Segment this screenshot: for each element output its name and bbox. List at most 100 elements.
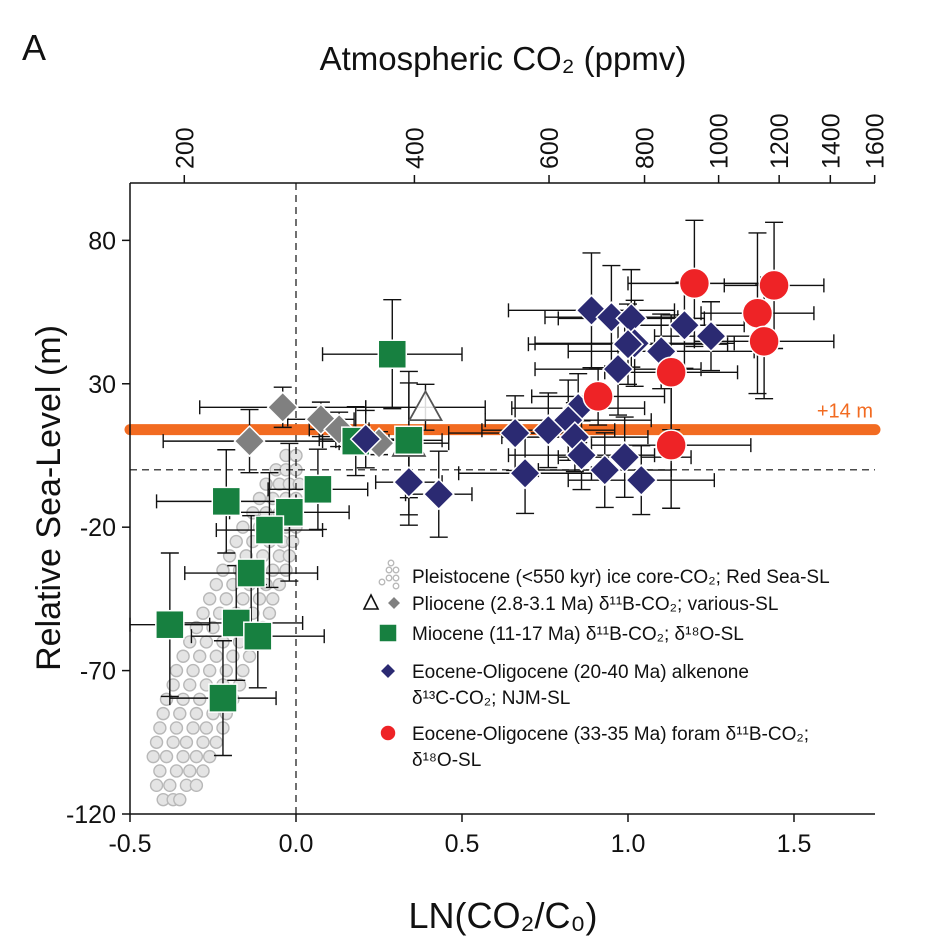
legend: Pleistocene (<550 kyr) ice core-CO₂; Red… [362,559,830,771]
y-tick-label: -70 [80,658,116,686]
pleistocene-point [259,477,273,491]
legend-label: δ¹⁸O-SL [412,750,481,771]
eocene-foram-point [582,380,614,413]
pleistocene-point [219,592,233,606]
pleistocene-point [153,721,167,735]
eocene-alkenone-point [615,302,648,335]
miocene-point [208,683,238,713]
eocene-alkenone-point [499,417,532,450]
miocene-point [254,515,285,545]
pleistocene-point [189,778,204,793]
top-tick-label: 200 [171,127,199,169]
legend-marker-pleistocene [392,566,400,574]
eocene-foram-point [758,269,790,302]
pleistocene-point [262,606,277,620]
pleistocene-point [252,491,267,506]
miocene-point [377,339,408,369]
legend-marker-diamond [378,661,398,681]
pleistocene-point [236,592,250,606]
pleistocene-point [199,721,214,735]
legend-marker-square [378,623,398,643]
eocene-foram-point [655,356,687,389]
miocene-point [303,474,333,505]
legend-label: Eocene-Oligocene (33-35 Ma) foram δ¹¹B-C… [412,724,809,745]
eocene-alkenone-point [532,414,565,447]
pleistocene-point [186,721,200,735]
pleistocene-point [279,563,293,577]
pleistocene-point [169,663,184,678]
pleistocene-point [189,706,204,721]
pleistocene-point [193,692,207,706]
legend-label: Pliocene (2.8-3.1 Ma) δ¹¹B-CO₂; various-… [412,594,778,615]
pliocene-triangle-point [407,389,444,421]
top-tick-label: 1200 [766,113,794,169]
pleistocene-point [156,706,170,721]
pliocene-diamond-point [266,391,299,424]
y-tick-label: -120 [66,801,116,829]
panel-label: A [22,27,46,68]
pleistocene-point [226,649,240,663]
top-axis-title: Atmospheric CO₂ (ppmv) [320,40,687,77]
pleistocene-point [179,735,194,749]
legend-label: δ¹³C-CO₂; NJM-SL [412,688,570,709]
pleistocene-point [149,735,164,749]
miocene-point [243,621,273,651]
pleistocene-point [153,764,167,778]
x-tick-label: 1.0 [611,830,646,858]
x-tick-label: -0.5 [108,830,151,858]
pleistocene-point [146,749,160,764]
miocene-point [211,486,242,517]
legend-item: Eocene-Oligocene (20-40 Ma) alkenone δ¹³C… [378,661,749,709]
top-tick-label: 800 [632,127,660,169]
plot-area: +14 m [124,183,881,814]
eocene-alkenone-point [694,320,728,353]
reference-line-label: +14 m [817,401,873,423]
pleistocene-point [196,764,210,778]
pleistocene-point [242,649,257,663]
pleistocene-point [202,663,217,678]
legend-marker-pleistocene [392,582,400,590]
pleistocene-point [229,534,243,549]
pleistocene-point [209,735,224,749]
eocene-alkenone-point [509,457,542,490]
legend-marker-pleistocene [378,578,386,586]
legend-marker-pleistocene [387,559,395,567]
pleistocene-point [266,563,280,577]
pleistocene-point [173,792,187,807]
pleistocene-point [149,778,164,793]
pleistocene-point [202,592,217,606]
pleistocene-point [196,735,210,749]
top-tick-label: 1000 [706,113,734,169]
legend-marker-pleistocene [385,566,393,574]
pleistocene-point [163,778,177,793]
pleistocene-point [159,749,174,764]
legend-label: Miocene (11-17 Ma) δ¹¹B-CO₂; δ¹⁸O-SL [412,624,744,645]
pleistocene-point [272,577,287,592]
y-tick-label: 30 [88,371,116,399]
y-tick-label: -20 [80,514,116,542]
top-tick-label: 400 [401,127,429,169]
miocene-point [236,558,266,588]
pleistocene-point [252,592,267,606]
pleistocene-point [176,749,190,764]
pleistocene-point [202,749,217,764]
eocene-alkenone-point [565,439,598,472]
axes: -0.5 0.0 0.5 1.0 1.5 80 30 -20 -70 -120 200 400 600 8… [66,113,890,858]
pleistocene-point [183,764,197,778]
x-tick-label: 0.0 [279,830,314,858]
pleistocene-point [186,663,200,678]
pleistocene-point [189,749,204,764]
eocene-foram-point [655,429,687,461]
legend-item: Eocene-Oligocene (33-35 Ma) foram δ¹¹B-C… [379,724,809,771]
legend-item: Pliocene (2.8-3.1 Ma) δ¹¹B-CO₂; various-… [362,593,778,615]
legend-marker-circle [379,724,397,742]
pleistocene-point [176,692,190,706]
top-tick-label: 600 [536,127,564,169]
x-axis-title: LN(CO₂/C₀) [409,895,598,936]
legend-item: Pleistocene (<550 kyr) ice core-CO₂; Red… [378,559,830,590]
pleistocene-point [209,577,224,592]
pleistocene-point [193,649,207,663]
eocene-alkenone-point [392,466,425,499]
x-tick-label: 0.5 [445,830,480,858]
miocene-point [394,425,424,456]
